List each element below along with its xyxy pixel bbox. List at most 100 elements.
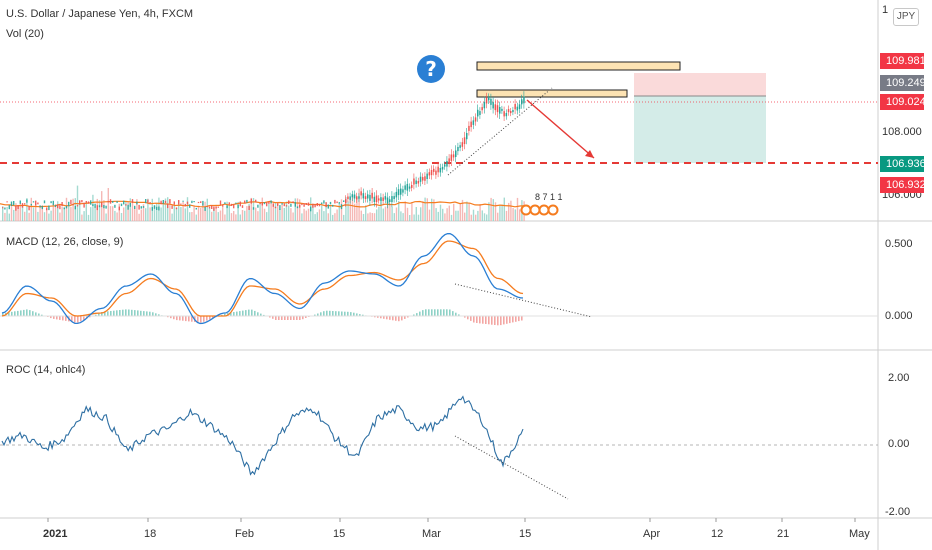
price-axis-tick: 108.000 [882,126,922,138]
candle-body [4,207,6,210]
macd-histogram-bar [53,316,55,319]
volume-bar [173,205,175,221]
volume-bar [160,207,162,221]
volume-bar [497,212,499,221]
candle-body [477,109,479,117]
candle-body [277,203,279,206]
roc-divergence-line [454,435,569,500]
candle-body [310,206,312,212]
currency-button[interactable]: JPY [893,8,919,26]
volume-bar [510,200,512,221]
volume-bar [424,197,426,221]
volume-bar [105,213,107,221]
volume-bar [420,207,422,221]
candle-body [118,206,120,211]
volume-bar [411,202,413,221]
candle-body [171,205,173,209]
volume-bar [138,213,140,221]
time-label: 15 [519,528,532,540]
macd-histogram-bar [302,316,304,320]
volume-bar [26,198,28,221]
candle-body [184,203,186,207]
candle-body [450,154,453,161]
volume-bar [285,201,288,221]
candle-body [26,199,28,203]
macd-histogram-bar [383,316,385,319]
volume-bar [442,208,444,221]
candle-body [156,206,158,210]
volume-bar [387,200,389,221]
macd-histogram-bar [263,314,265,316]
volume-bar [503,197,505,221]
macd-histogram-bar [152,312,154,316]
volume-bar [241,210,244,221]
volume-bar [19,202,21,221]
candle-body [325,202,327,208]
volume-bar [446,208,448,221]
candle-body [299,204,301,208]
candle-body [94,203,96,208]
macd-histogram-bar [332,311,334,316]
candle-body [375,195,378,203]
candle-body [59,205,61,210]
candle-body [485,97,488,104]
macd-histogram-bar [95,314,97,316]
candle-body [79,200,81,205]
macd-histogram-bar [26,309,28,316]
candle-body [492,102,494,109]
time-label: May [849,528,870,540]
volume-bar [94,206,96,221]
candle-body [472,120,475,125]
candle-body [437,166,439,173]
macd-histogram-bar [203,316,205,322]
volume-bar [479,204,481,221]
volume-bar [213,207,215,221]
macd-histogram-bar [29,310,31,316]
volume-bar [125,201,127,221]
question-mark-icon[interactable]: ? [417,55,445,83]
candle-body [332,204,334,207]
volume-bar [103,200,105,221]
macd-histogram-bar [497,316,499,326]
candle-body [222,204,224,207]
candle-body [272,203,274,207]
macd-divergence-line [454,283,593,318]
volume-bar [356,197,358,221]
volume-bar [6,207,8,221]
macd-histogram-bar [392,316,394,321]
volume-bar [21,204,24,221]
candle-body [178,200,180,205]
volume-bar [461,199,464,221]
macd-histogram-bar [320,312,322,316]
candle-body [353,194,356,199]
candle-body [219,200,222,206]
uptrend-line [447,87,553,176]
macd-histogram-bar [74,316,76,323]
candle-body [15,205,17,211]
candle-body [356,196,358,200]
volume-bar [92,194,94,221]
candle-body [426,173,428,179]
time-label: 12 [711,528,724,540]
volume-bar [402,213,404,221]
candle-body [116,201,118,203]
symbol-title: U.S. Dollar / Japanese Yen, 4h, FXCM [6,8,194,20]
candle-body [393,196,395,199]
macd-histogram-bar [191,316,193,322]
candle-body [466,133,468,140]
volume-bar [334,213,336,221]
volume-bar [508,202,510,221]
volume-bar [426,198,428,221]
volume-bar [202,203,204,221]
macd-histogram-bar [338,311,340,316]
candle-body [424,176,426,181]
volume-bar [338,202,340,221]
macd-histogram-bar [449,309,451,316]
volume-bar [74,198,76,221]
candle-body [208,206,211,209]
macd-histogram-bar [281,316,283,320]
volume-bar [17,206,19,221]
candle-body [8,205,10,210]
